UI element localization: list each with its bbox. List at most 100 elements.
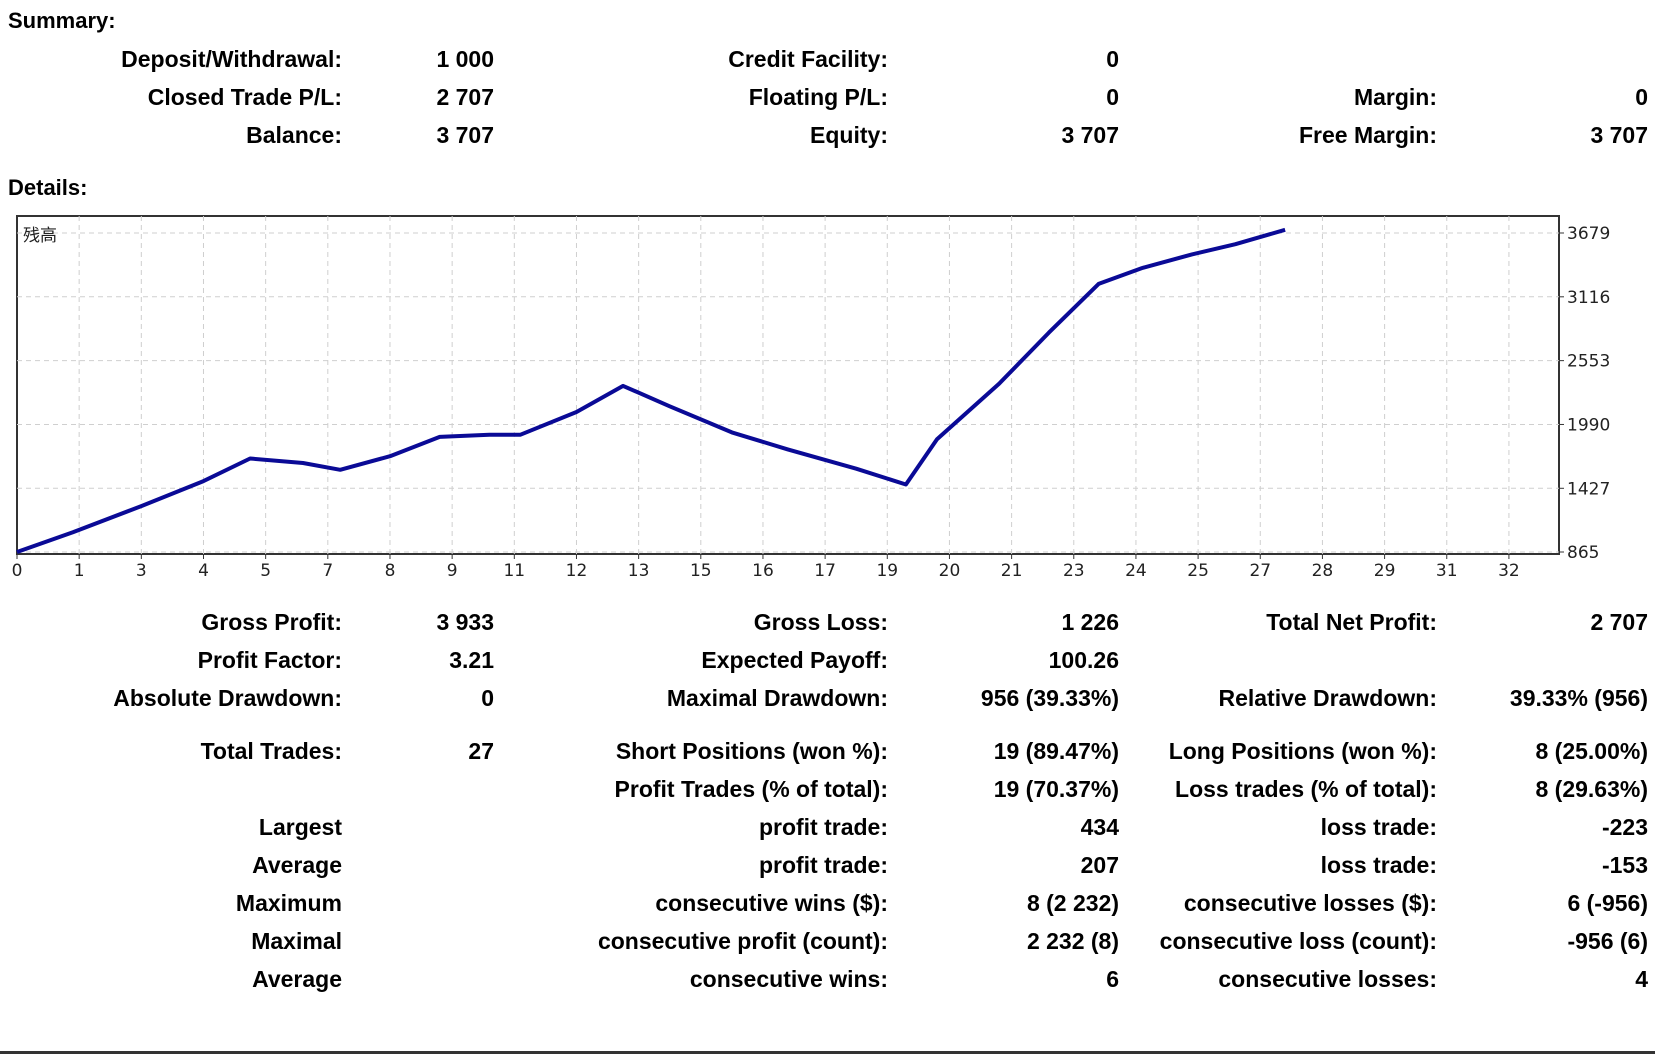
summary-label-1: Balance: bbox=[246, 122, 342, 148]
y-tick-label: 1990 bbox=[1567, 415, 1610, 435]
chart-series bbox=[16, 227, 1286, 554]
details-value-1: 3.21 bbox=[449, 647, 494, 673]
x-tick-label: 12 bbox=[566, 561, 588, 581]
details-label-2: Gross Loss: bbox=[753, 609, 888, 635]
details-row: Profit Trades (% of total): 19 (70.37%) Lo… bbox=[0, 776, 1655, 806]
details-label-1: Maximal bbox=[251, 928, 342, 954]
details-label-1: Average bbox=[252, 966, 342, 992]
summary-label-2: Equity: bbox=[810, 122, 888, 148]
summary-value-3: 3 707 bbox=[1590, 122, 1648, 148]
details-row: Average profit trade: 207 loss trade: -153 bbox=[0, 852, 1655, 882]
summary-label-3: Free Margin: bbox=[1298, 122, 1437, 148]
x-tick-label: 1 bbox=[74, 561, 85, 581]
summary-value-2: 3 707 bbox=[1061, 122, 1119, 148]
x-tick-label: 16 bbox=[752, 561, 774, 581]
chart-ticks: 0 1 3 4 5 7 8 9 11 12 13 15 16 17 19 20 21 23 24 25 27 28 29 31… bbox=[12, 224, 1611, 581]
x-tick-label: 3 bbox=[136, 561, 147, 581]
summary-row: Balance: 3 707 Equity: 3 707 Free Margin: 3 7… bbox=[0, 122, 1655, 152]
summary-value-1: 2 707 bbox=[436, 84, 494, 110]
y-tick-label: 3679 bbox=[1567, 224, 1610, 244]
details-label-2: profit trade: bbox=[758, 814, 888, 840]
details-label-2: consecutive profit (count): bbox=[597, 928, 888, 954]
details-label-2: profit trade: bbox=[758, 852, 888, 878]
details-value-1: 27 bbox=[468, 738, 494, 764]
details-label-3: consecutive losses ($): bbox=[1183, 890, 1437, 916]
bottom-border bbox=[0, 1051, 1655, 1054]
chart-grid bbox=[17, 216, 1559, 554]
x-tick-label: 32 bbox=[1498, 561, 1520, 581]
x-tick-label: 7 bbox=[322, 561, 333, 581]
details-value-3: 6 (-956) bbox=[1567, 890, 1648, 916]
details-value-2: 100.26 bbox=[1048, 647, 1119, 673]
details-value-2: 19 (89.47%) bbox=[993, 738, 1119, 764]
x-tick-label: 21 bbox=[1001, 561, 1023, 581]
details-row: Gross Profit: 3 933 Gross Loss: 1 226 Total … bbox=[0, 609, 1655, 639]
x-tick-label: 23 bbox=[1063, 561, 1085, 581]
summary-value-3: 0 bbox=[1635, 84, 1648, 110]
x-tick-label: 5 bbox=[260, 561, 271, 581]
x-tick-label: 8 bbox=[385, 561, 396, 581]
details-label-2: Short Positions (won %): bbox=[615, 738, 888, 764]
details-label-1: Absolute Drawdown: bbox=[113, 685, 342, 711]
details-label-1: Largest bbox=[258, 814, 342, 840]
details-label-1: Profit Factor: bbox=[197, 647, 342, 673]
details-label-2: consecutive wins: bbox=[689, 966, 888, 992]
details-value-3: -956 (6) bbox=[1567, 928, 1648, 954]
summary-label-3: Margin: bbox=[1353, 84, 1437, 110]
x-tick-label: 11 bbox=[503, 561, 525, 581]
details-label-1: Average bbox=[252, 852, 342, 878]
x-tick-label: 19 bbox=[876, 561, 898, 581]
y-tick-label: 1427 bbox=[1567, 479, 1610, 499]
details-label-3: consecutive losses: bbox=[1218, 966, 1437, 992]
details-row: Absolute Drawdown: 0 Maximal Drawdown: 956 … bbox=[0, 685, 1655, 715]
details-row: Maximum consecutive wins ($): 8 (2 232) con… bbox=[0, 890, 1655, 920]
details-value-3: 8 (25.00%) bbox=[1535, 738, 1648, 764]
x-tick-label: 27 bbox=[1249, 561, 1271, 581]
details-label-3: Relative Drawdown: bbox=[1218, 685, 1437, 711]
summary-value-2: 0 bbox=[1106, 84, 1119, 110]
details-row: Average consecutive wins: 6 consecutive los… bbox=[0, 966, 1655, 996]
summary-label-1: Closed Trade P/L: bbox=[147, 84, 342, 110]
y-tick-label: 865 bbox=[1567, 543, 1599, 563]
summary-value-2: 0 bbox=[1106, 46, 1119, 72]
chart-title: 残高 bbox=[23, 226, 57, 246]
details-title: Details: bbox=[8, 175, 88, 200]
x-tick-label: 13 bbox=[628, 561, 650, 581]
details-value-1: 3 933 bbox=[436, 609, 494, 635]
details-label-2: Maximal Drawdown: bbox=[666, 685, 888, 711]
x-tick-label: 31 bbox=[1436, 561, 1458, 581]
summary-label-1: Deposit/Withdrawal: bbox=[121, 46, 342, 72]
summary-label-2: Floating P/L: bbox=[748, 84, 888, 110]
summary-row: Closed Trade P/L: 2 707 Floating P/L: 0 Marg… bbox=[0, 84, 1655, 114]
y-tick-label: 3116 bbox=[1567, 288, 1610, 308]
x-tick-label: 29 bbox=[1374, 561, 1396, 581]
summary-label-2: Credit Facility: bbox=[728, 46, 888, 72]
details-value-3: -223 bbox=[1601, 814, 1648, 840]
details-value-2: 19 (70.37%) bbox=[993, 776, 1119, 802]
details-label-1: Total Trades: bbox=[200, 738, 342, 764]
details-value-2: 1 226 bbox=[1061, 609, 1119, 635]
details-row: Maximal consecutive profit (count): 2 232 … bbox=[0, 928, 1655, 958]
balance-line bbox=[16, 227, 1286, 554]
details-value-3: 2 707 bbox=[1590, 609, 1648, 635]
x-tick-label: 20 bbox=[939, 561, 961, 581]
details-label-3: Long Positions (won %): bbox=[1168, 738, 1437, 764]
x-tick-label: 0 bbox=[12, 561, 23, 581]
details-label-3: loss trade: bbox=[1320, 852, 1437, 878]
details-label-3: Loss trades (% of total): bbox=[1175, 776, 1437, 802]
details-value-3: -153 bbox=[1601, 852, 1648, 878]
details-value-2: 956 (39.33%) bbox=[980, 685, 1119, 711]
x-tick-label: 9 bbox=[447, 561, 458, 581]
details-value-3: 8 (29.63%) bbox=[1535, 776, 1648, 802]
details-value-2: 2 232 (8) bbox=[1026, 928, 1119, 954]
details-label-2: Expected Payoff: bbox=[701, 647, 888, 673]
summary-title: Summary: bbox=[8, 8, 116, 33]
summary-value-1: 3 707 bbox=[436, 122, 494, 148]
details-value-2: 8 (2 232) bbox=[1026, 890, 1119, 916]
details-label-3: consecutive loss (count): bbox=[1159, 928, 1437, 954]
details-value-2: 6 bbox=[1106, 966, 1119, 992]
x-tick-label: 4 bbox=[198, 561, 209, 581]
summary-row: Deposit/Withdrawal: 1 000 Credit Facility:… bbox=[0, 46, 1655, 76]
details-row: Largest profit trade: 434 loss trade: -223 bbox=[0, 814, 1655, 844]
details-value-3: 4 bbox=[1635, 966, 1648, 992]
